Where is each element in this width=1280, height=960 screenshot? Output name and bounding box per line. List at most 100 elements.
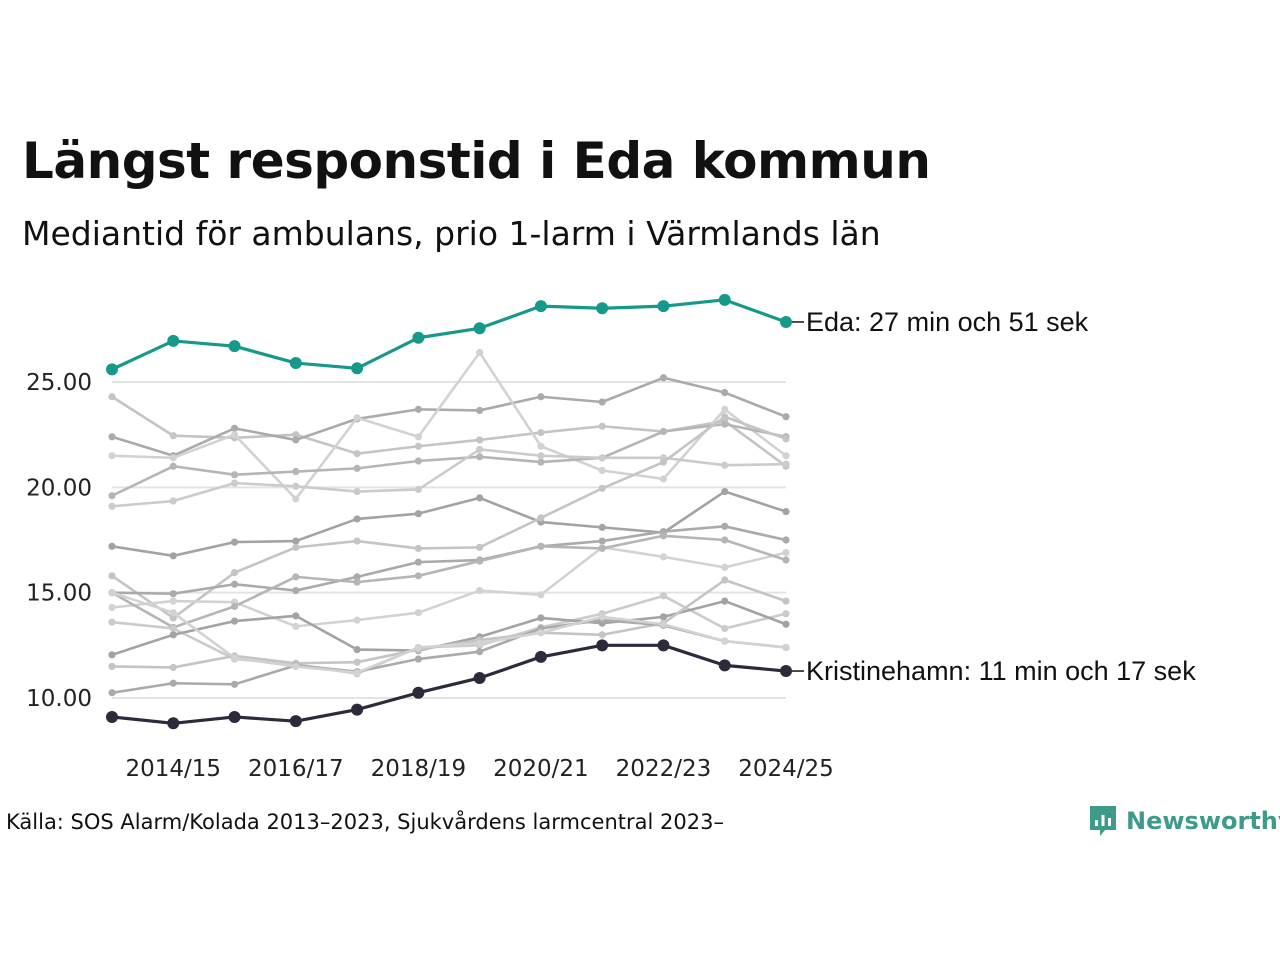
data-point [412,686,425,699]
data-point [289,357,302,370]
series-line [108,413,790,622]
data-point [353,616,361,624]
series-path [111,643,787,725]
data-point [108,662,116,671]
data-point [782,549,790,557]
series-path [111,534,787,629]
data-point [476,445,484,454]
data-point [476,557,484,565]
data-point [537,393,545,401]
x-tick-label: 2014/15 [125,756,221,782]
data-point [782,507,790,516]
data-point [537,629,545,637]
data-point [230,654,239,662]
data-point [598,613,606,621]
data-point [292,586,300,595]
data-point [659,553,668,561]
data-point [108,452,116,460]
data-point [537,442,545,450]
data-point [414,457,422,465]
data-point [108,492,116,500]
data-point [537,591,545,599]
data-point [414,572,422,580]
data-point [353,464,361,472]
line-chart: 10.00 15.00 20.00 25.00 2014/15 2016/17 2018/… [26,293,1196,782]
series-eda: Eda: 27 min och 51 sek [106,293,1089,376]
data-point [476,494,484,502]
data-point [659,374,668,382]
data-point [598,523,606,531]
data-point [721,536,729,544]
data-point [292,573,300,581]
data-point [292,537,300,545]
data-point [598,537,606,545]
chart-subtitle: Mediantid för ambulans, prio 1-larm i Vä… [22,214,881,253]
series-path [111,422,787,497]
series-path [111,298,787,371]
data-point [537,514,545,522]
data-point [108,502,116,510]
data-point [537,428,545,437]
data-point [108,589,116,597]
data-point [230,580,239,588]
data-point [228,710,241,723]
data-point [596,302,609,315]
data-point [782,643,790,652]
data-point [169,552,177,560]
data-point [353,669,361,677]
data-point [721,405,729,413]
data-point [169,590,177,598]
data-point [782,536,790,544]
series-path [111,415,787,620]
data-point [476,639,484,647]
data-point [476,648,484,656]
data-point [782,413,790,421]
data-point [537,542,545,550]
y-axis-ticks: 10.00 15.00 20.00 25.00 [26,370,92,712]
data-point [108,433,116,441]
series-path [111,448,787,508]
data-point [598,466,606,475]
data-point [412,331,425,344]
data-point [659,427,668,436]
data-point [721,487,729,496]
x-tick-label: 2022/23 [616,756,712,782]
data-point [598,631,606,639]
data-point [782,556,790,564]
y-tick-label: 15.00 [26,581,92,607]
data-point [476,348,484,357]
data-point [598,484,606,492]
data-point [292,467,300,476]
data-point [353,487,361,496]
data-point [292,543,300,551]
series-path [111,591,787,675]
series-line [108,374,790,460]
data-point [292,622,300,630]
data-point [537,452,545,460]
series-line [108,445,790,510]
y-tick-label: 20.00 [26,475,92,501]
data-point [353,645,361,654]
data-point [292,436,300,444]
data-point [414,643,422,652]
chart-title: Längst responstid i Eda kommun [22,132,931,190]
data-point [292,495,300,503]
data-point [782,620,790,628]
data-point [534,300,547,313]
data-point [782,610,790,618]
background-series [108,348,790,697]
data-point [169,432,177,440]
data-point [598,454,606,462]
data-point [659,475,668,483]
data-point [169,624,177,633]
series-kristinehamn: Kristinehamn: 11 min och 17 sek [106,639,1196,730]
data-point [476,406,484,415]
data-point [230,680,239,688]
data-point [292,662,300,671]
data-point [292,482,300,490]
data-point [353,573,361,581]
data-point [598,422,606,430]
series-path [111,351,787,501]
data-point [169,679,177,687]
x-tick-label: 2020/21 [493,756,589,782]
